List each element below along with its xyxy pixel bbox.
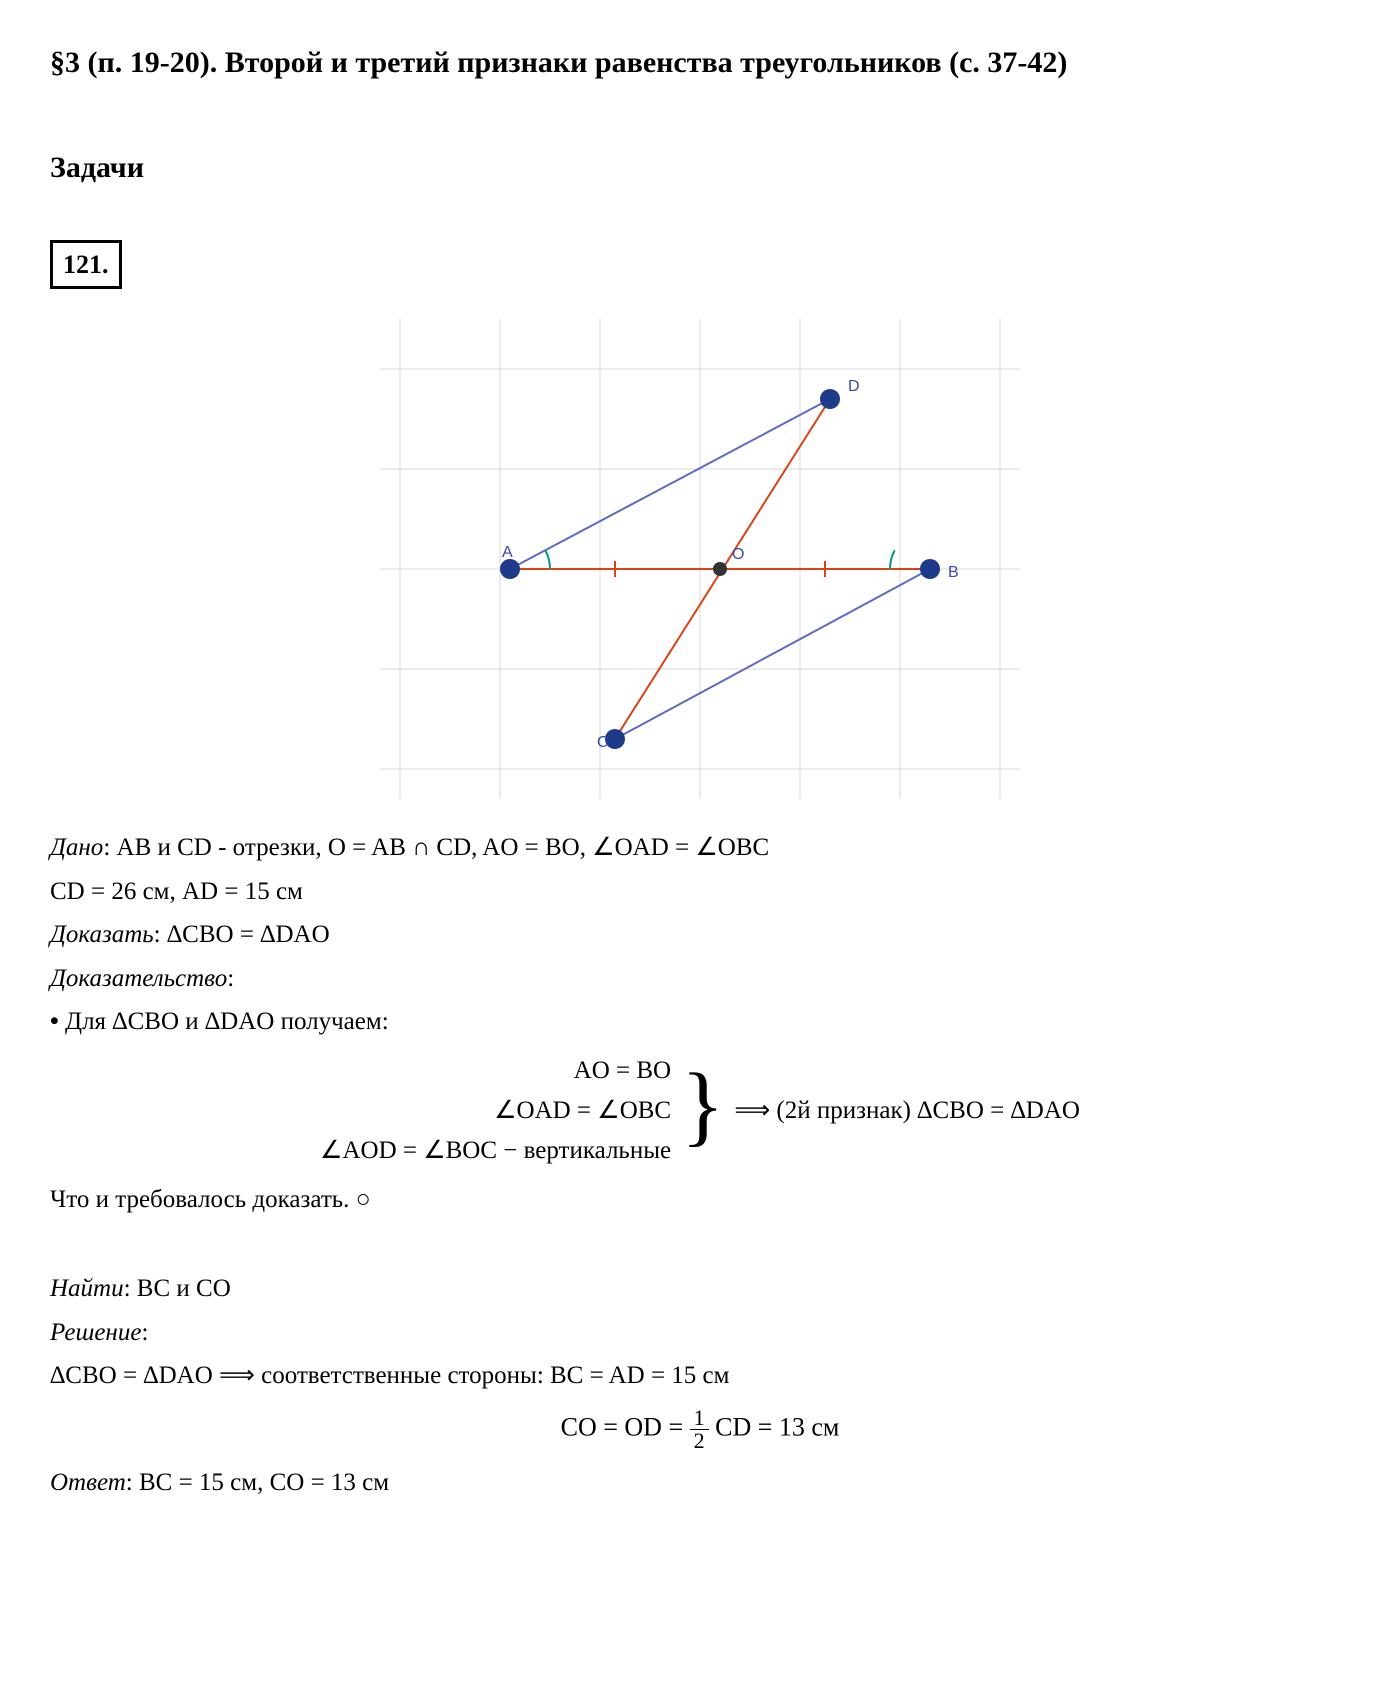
proof-label: Доказательство bbox=[50, 965, 227, 992]
solution-label-line: Решение: bbox=[50, 1314, 1350, 1352]
fraction: 1 2 bbox=[690, 1407, 709, 1452]
proof-intro: Для ∆CBO и ∆DAO получаем: bbox=[50, 1003, 1350, 1041]
subsection-heading: Задачи bbox=[50, 145, 1350, 190]
proof-cond-1: AO = BO bbox=[320, 1051, 671, 1091]
section-title: §3 (п. 19-20). Второй и третий признаки … bbox=[50, 40, 1350, 85]
given-label: Дано bbox=[50, 834, 103, 861]
svg-text:B: B bbox=[948, 564, 959, 581]
proof-cond-3: ∠AOD = ∠BOC − вертикальные bbox=[320, 1131, 671, 1171]
problem-number: 121. bbox=[50, 240, 122, 289]
proof-block: AO = BO ∠OAD = ∠OBC ∠AOD = ∠BOC − вертик… bbox=[50, 1051, 1350, 1171]
find-label: Найти bbox=[50, 1275, 124, 1302]
fraction-denominator: 2 bbox=[690, 1430, 709, 1452]
svg-text:O: O bbox=[732, 546, 744, 563]
given-text-1: : AB и CD - отрезки, O = AB ∩ CD, AO = B… bbox=[103, 834, 769, 861]
answer-text: : BC = 15 см, CO = 13 см bbox=[126, 1469, 389, 1496]
proof-label-line: Доказательство: bbox=[50, 960, 1350, 998]
find-line: Найти: BC и CO bbox=[50, 1270, 1350, 1308]
solution-label: Решение bbox=[50, 1319, 141, 1346]
answer-label: Ответ bbox=[50, 1469, 126, 1496]
prove-label: Доказать bbox=[50, 921, 154, 948]
answer-line: Ответ: BC = 15 см, CO = 13 см bbox=[50, 1464, 1350, 1502]
svg-text:A: A bbox=[502, 544, 513, 561]
proof-conditions: AO = BO ∠OAD = ∠OBC ∠AOD = ∠BOC − вертик… bbox=[320, 1051, 671, 1171]
proof-cond-2: ∠OAD = ∠OBC bbox=[320, 1091, 671, 1131]
brace-icon: } bbox=[681, 1065, 724, 1156]
geometry-diagram: A B O D C bbox=[380, 319, 1020, 799]
fraction-numerator: 1 bbox=[690, 1407, 709, 1430]
spacer bbox=[50, 1224, 1350, 1264]
svg-text:C: C bbox=[597, 734, 609, 751]
prove-text: : ∆CBO = ∆DAO bbox=[154, 921, 330, 948]
prove-line: Доказать: ∆CBO = ∆DAO bbox=[50, 916, 1350, 954]
find-text: : BC и CO bbox=[124, 1275, 231, 1302]
diagram-container: A B O D C bbox=[50, 319, 1350, 799]
solution-line-1: ∆CBO = ∆DAO ⟹ соответственные стороны: B… bbox=[50, 1357, 1350, 1395]
qed-line: Что и требовалось доказать. ○ bbox=[50, 1181, 1350, 1219]
proof-conclusion: ⟹ (2й признак) ∆CBO = ∆DAO bbox=[734, 1092, 1080, 1130]
given-line-1: Дано: AB и CD - отрезки, O = AB ∩ CD, AO… bbox=[50, 829, 1350, 867]
solution-equation: CO = OD = 1 2 CD = 13 см bbox=[50, 1407, 1350, 1452]
eq-right: CD = 13 см bbox=[715, 1412, 839, 1441]
given-line-2: CD = 26 см, AD = 15 см bbox=[50, 873, 1350, 911]
svg-text:D: D bbox=[848, 378, 860, 395]
eq-left: CO = OD = bbox=[561, 1412, 690, 1441]
